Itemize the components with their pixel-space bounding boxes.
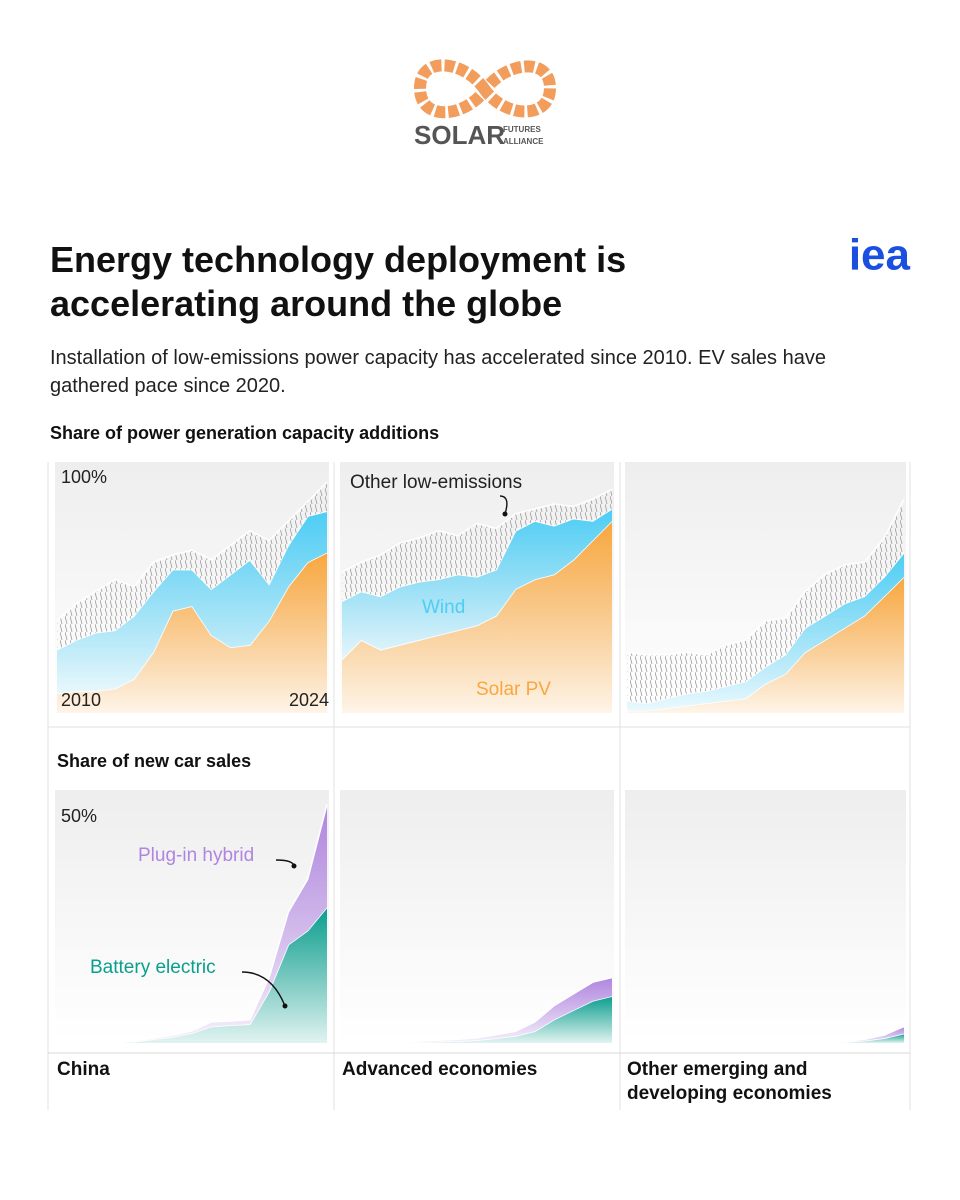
section-title: Share of power generation capacity addit… (50, 423, 440, 443)
series-label: Battery electric (90, 957, 216, 978)
section-title: Share of new car sales (57, 751, 252, 771)
panel-background (625, 790, 906, 1043)
y-tick-label: 100% (61, 467, 107, 487)
series-label: Solar PV (476, 679, 551, 700)
grid-frame (47, 462, 911, 1110)
logo-sub: ALLIANCE (503, 137, 544, 146)
area-edge (341, 488, 613, 573)
brand-logo: iea (849, 231, 911, 280)
area (57, 511, 327, 694)
annotation-arrow (241, 971, 286, 1007)
area (627, 499, 904, 704)
area-edge (342, 976, 613, 1044)
logo: SOLAR FUTURES ALLIANCE (413, 59, 557, 150)
title: Energy technology deployment is accelera… (50, 239, 627, 324)
area (342, 489, 612, 602)
annotation-arrow (499, 495, 508, 515)
x-tick-label: 2010 (61, 690, 101, 710)
annotation-arrowhead (502, 511, 508, 517)
area-edge (57, 804, 328, 1044)
logo-text: SOLAR (414, 120, 505, 150)
y-tick-label: 50% (61, 806, 97, 826)
series-label: Plug-in hybrid (138, 845, 254, 866)
series-label: Wind (422, 597, 465, 618)
logo-mark (413, 59, 557, 119)
area (342, 508, 612, 660)
annotation-arrowhead (282, 1003, 288, 1009)
area (627, 576, 904, 713)
area (342, 977, 612, 1043)
series-label: Other low-emissions (350, 472, 522, 493)
logo-sub: FUTURES (503, 125, 541, 134)
area (627, 1033, 904, 1043)
subtitle: Installation of low-emissions power capa… (50, 347, 826, 397)
annotation-arrowhead (291, 863, 297, 869)
area-edge (627, 1025, 905, 1044)
x-tick-label: 2024 (289, 690, 329, 710)
area-edge (56, 481, 328, 622)
region-label: Advanced economies (342, 1059, 538, 1080)
area-edge (626, 498, 905, 656)
region-label: China (57, 1059, 110, 1080)
area (57, 482, 327, 650)
region-label: Other emerging and developing economies (627, 1059, 832, 1104)
area (342, 521, 612, 713)
area (342, 996, 612, 1043)
area (627, 552, 904, 711)
area (57, 552, 327, 713)
